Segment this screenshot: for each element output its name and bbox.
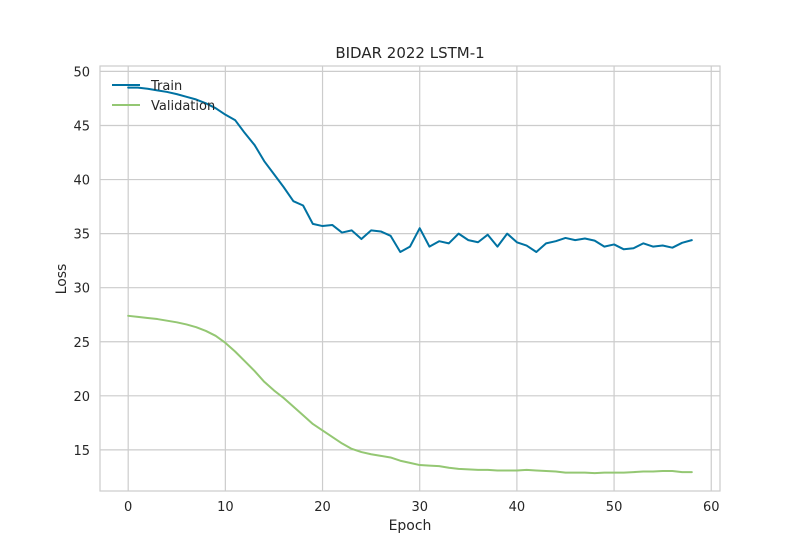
y-tick-label: 25 xyxy=(73,336,90,351)
legend-label-validation: Validation xyxy=(151,99,215,114)
x-axis-label: Epoch xyxy=(389,518,432,534)
ticks: 0 10 20 30 40 50 60 15 20 25 30 35 40 45 50 xyxy=(73,65,719,515)
plot-area xyxy=(99,65,721,492)
chart-title: BIDAR 2022 LSTM-1 xyxy=(335,44,484,62)
y-tick-label: 45 xyxy=(73,119,90,134)
x-tick-label: 50 xyxy=(606,500,623,515)
x-tick-label: 10 xyxy=(217,500,234,515)
series-line-train xyxy=(127,86,693,254)
legend-label-train: Train xyxy=(150,79,182,94)
x-tick-label: 40 xyxy=(509,500,526,515)
y-tick-label: 15 xyxy=(73,444,90,459)
y-axis-label: Loss xyxy=(54,264,70,295)
y-tick-label: 20 xyxy=(73,390,90,405)
x-tick-label: 0 xyxy=(124,500,132,515)
y-tick-label: 35 xyxy=(73,228,90,243)
y-tick-label: 40 xyxy=(73,174,90,189)
x-tick-label: 60 xyxy=(703,500,720,515)
x-tick-label: 30 xyxy=(411,500,428,515)
y-tick-label: 30 xyxy=(73,282,90,297)
x-tick-label: 20 xyxy=(314,500,331,515)
series-lines xyxy=(127,86,693,475)
grid xyxy=(100,66,720,491)
series-line-validation xyxy=(127,314,693,475)
y-tick-label: 50 xyxy=(73,65,90,80)
legend: Train Validation xyxy=(112,79,215,114)
